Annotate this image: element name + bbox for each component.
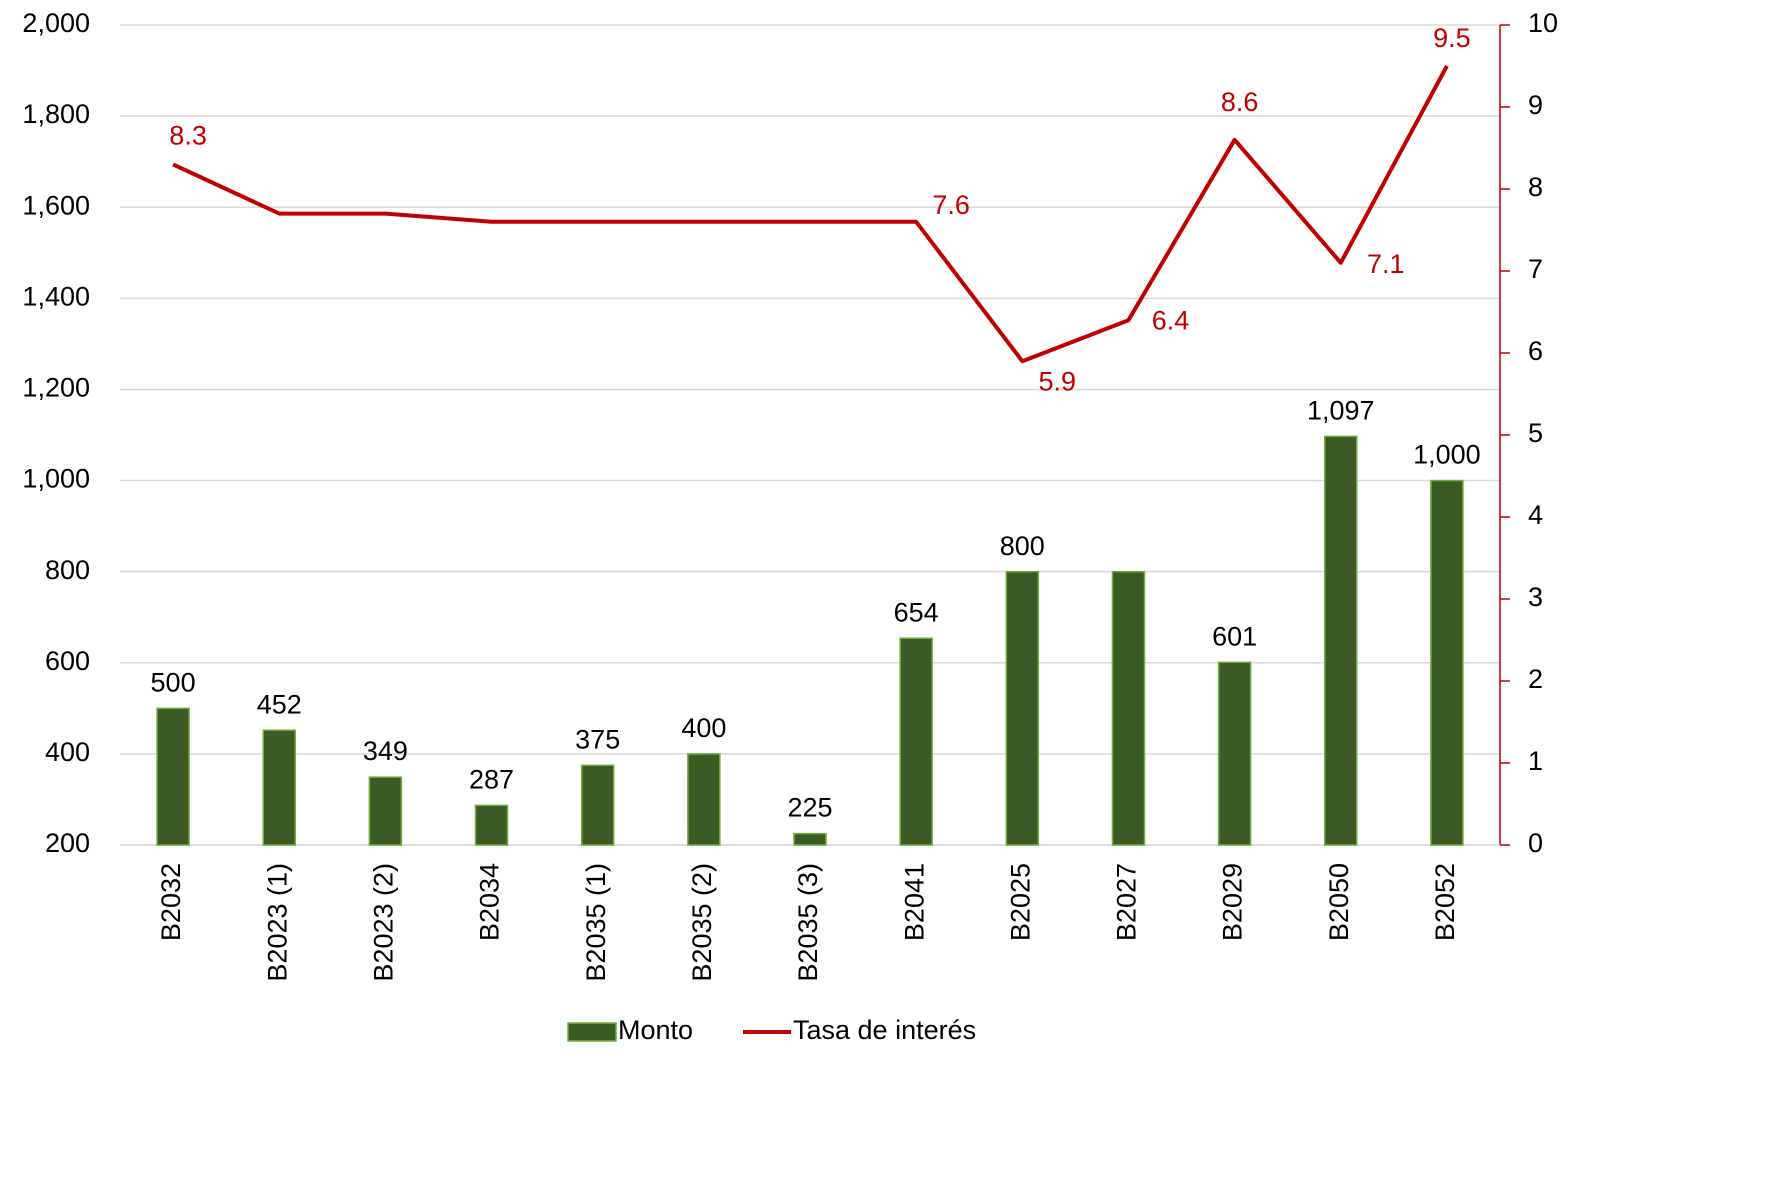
x-tick-label: B2029 xyxy=(1218,863,1248,941)
y2-tick-label: 10 xyxy=(1528,8,1558,38)
bar xyxy=(687,753,721,846)
bar xyxy=(1217,661,1252,846)
x-tick-label: B2035 (3) xyxy=(793,863,823,982)
x-tick-label: B2035 (1) xyxy=(581,863,611,982)
y-tick-label: 200 xyxy=(45,828,90,858)
bar-value-label: 1,000 xyxy=(1413,440,1481,470)
bar xyxy=(1005,570,1040,846)
y-tick-label: 2,000 xyxy=(22,8,90,38)
bar xyxy=(1324,435,1358,846)
legend-swatch xyxy=(567,1022,617,1042)
y-tick-label: 1,000 xyxy=(22,464,90,494)
x-tick-label: B2025 xyxy=(1005,863,1035,941)
bar xyxy=(1430,479,1464,846)
bar xyxy=(899,637,933,846)
y2-tick-label: 3 xyxy=(1528,582,1543,612)
bar xyxy=(262,729,296,846)
x-tick-label: B2035 (2) xyxy=(687,863,717,982)
bar xyxy=(368,776,403,846)
bar-value-label: 400 xyxy=(681,713,726,743)
x-tick-label: B2032 xyxy=(156,863,186,941)
y-tick-label: 1,600 xyxy=(22,190,90,220)
x-tick-label: B2050 xyxy=(1324,863,1354,941)
y2-tick-label: 0 xyxy=(1528,828,1543,858)
x-tick-label: B2034 xyxy=(475,863,505,941)
y2-tick-label: 7 xyxy=(1528,254,1543,284)
y2-tick-label: 9 xyxy=(1528,90,1543,120)
bar-value-label: 1,097 xyxy=(1307,395,1375,425)
bar-value-label: 654 xyxy=(894,597,939,627)
bar xyxy=(156,707,190,846)
bar-value-label: 500 xyxy=(151,667,196,697)
bar-value-label: 601 xyxy=(1212,621,1257,651)
line xyxy=(172,65,1449,364)
legend-label: Monto xyxy=(618,1015,693,1045)
bar-value-label: 225 xyxy=(787,793,832,823)
y-tick-label: 1,400 xyxy=(22,281,90,311)
line-value-label: 9.5 xyxy=(1433,23,1471,53)
line-value-label: 8.6 xyxy=(1221,87,1259,117)
bar xyxy=(474,804,509,846)
y-tick-label: 1,800 xyxy=(22,99,90,129)
legend-label: Tasa de interés xyxy=(793,1015,976,1045)
bar-value-label: 452 xyxy=(257,689,302,719)
x-tick-label: B2027 xyxy=(1112,863,1142,941)
y2-tick-label: 6 xyxy=(1528,336,1543,366)
bar xyxy=(580,764,615,846)
x-tick-label: B2023 (1) xyxy=(262,863,292,982)
y2-tick-label: 1 xyxy=(1528,746,1543,776)
bar xyxy=(793,832,827,846)
x-tick-label: B2023 (2) xyxy=(369,863,399,982)
y2-tick-label: 2 xyxy=(1528,664,1543,694)
y2-tick-label: 4 xyxy=(1528,500,1543,530)
y-tick-label: 800 xyxy=(45,555,90,585)
line-value-label: 6.4 xyxy=(1152,305,1190,335)
line-value-label: 7.1 xyxy=(1367,249,1405,279)
line-value-label: 7.6 xyxy=(932,190,970,220)
line-value-label: 5.9 xyxy=(1039,366,1077,396)
bar-value-label: 349 xyxy=(363,736,408,766)
y-tick-label: 600 xyxy=(45,646,90,676)
x-tick-label: B2052 xyxy=(1430,863,1460,941)
y2-tick-label: 5 xyxy=(1528,418,1543,448)
x-tick-label: B2041 xyxy=(899,863,929,941)
y-tick-label: 400 xyxy=(45,737,90,767)
bar xyxy=(1111,570,1146,846)
y-tick-label: 1,200 xyxy=(22,373,90,403)
bar-value-label: 375 xyxy=(575,724,620,754)
y2-tick-label: 8 xyxy=(1528,172,1543,202)
bar-value-label: 287 xyxy=(469,764,514,794)
bar-value-label: 800 xyxy=(1000,531,1045,561)
line-value-label: 8.3 xyxy=(169,121,207,151)
